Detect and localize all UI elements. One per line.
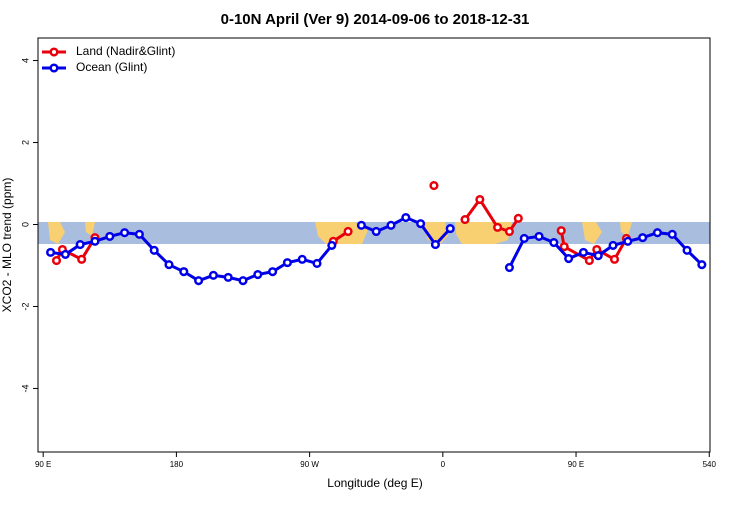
data-point bbox=[312, 258, 322, 268]
legend-marker bbox=[49, 47, 59, 57]
y-tick-label: 0 bbox=[20, 222, 30, 227]
data-point bbox=[549, 237, 559, 248]
y-tick-label: -4 bbox=[20, 384, 30, 392]
data-point bbox=[164, 260, 174, 270]
data-point bbox=[51, 256, 62, 266]
x-tick-label: 0 bbox=[441, 460, 446, 469]
data-point bbox=[504, 226, 514, 237]
data-point bbox=[608, 240, 618, 250]
data-point bbox=[578, 247, 588, 257]
data-point bbox=[652, 228, 663, 238]
data-point bbox=[623, 236, 633, 246]
data-point bbox=[609, 254, 620, 264]
data-point bbox=[105, 231, 115, 241]
data-point bbox=[460, 215, 470, 225]
data-point bbox=[445, 224, 455, 234]
series-line bbox=[55, 196, 628, 263]
x-tick-label: 90 E bbox=[35, 460, 51, 469]
data-point bbox=[638, 233, 648, 243]
data-point bbox=[697, 260, 707, 270]
data-point bbox=[559, 242, 569, 252]
data-point bbox=[282, 258, 292, 268]
legend-label: Land (Nadir&Glint) bbox=[76, 44, 175, 58]
x-tick-label: 180 bbox=[170, 460, 184, 469]
data-point bbox=[343, 226, 353, 237]
data-point bbox=[584, 256, 594, 266]
data-point bbox=[297, 254, 307, 264]
land-shape bbox=[582, 222, 632, 244]
y-tick-label: 4 bbox=[20, 58, 30, 63]
data-point bbox=[371, 226, 381, 237]
data-point bbox=[134, 229, 144, 239]
y-tick-label: 2 bbox=[20, 140, 30, 145]
land-shape bbox=[48, 222, 95, 244]
data-point bbox=[504, 262, 514, 273]
data-point bbox=[238, 276, 248, 286]
data-point bbox=[416, 219, 426, 229]
data-point bbox=[564, 253, 574, 264]
data-point bbox=[593, 251, 603, 261]
data-point bbox=[253, 269, 263, 280]
x-tick-label: 90 W bbox=[300, 460, 319, 469]
data-point bbox=[519, 233, 529, 243]
data-point bbox=[430, 240, 440, 250]
data-point bbox=[493, 222, 503, 232]
data-point bbox=[194, 276, 204, 286]
data-point bbox=[429, 181, 439, 191]
data-point bbox=[60, 249, 70, 259]
data-point bbox=[75, 240, 85, 250]
y-tick-label: -2 bbox=[20, 302, 30, 310]
land-shape bbox=[422, 222, 512, 244]
data-point bbox=[356, 220, 366, 230]
data-point bbox=[682, 245, 692, 255]
data-point bbox=[90, 236, 100, 246]
legend-marker bbox=[49, 63, 59, 73]
data-point bbox=[513, 213, 523, 223]
data-point bbox=[120, 228, 130, 238]
legend-label: Ocean (Glint) bbox=[76, 60, 147, 74]
y-axis-label: XCO2 - MLO trend (ppm) bbox=[0, 178, 14, 313]
data-point bbox=[268, 267, 278, 277]
x-axis-label: Longitude (deg E) bbox=[327, 476, 422, 490]
data-point bbox=[386, 220, 396, 230]
data-point bbox=[179, 267, 189, 277]
data-point bbox=[77, 254, 87, 264]
data-point bbox=[149, 245, 159, 255]
data-point bbox=[401, 212, 411, 223]
data-point bbox=[556, 226, 566, 236]
chart-title: 0-10N April (Ver 9) 2014-09-06 to 2018-1… bbox=[221, 11, 530, 28]
data-point bbox=[46, 247, 56, 257]
data-point bbox=[223, 272, 233, 282]
plot-frame bbox=[37, 37, 711, 453]
land-shape bbox=[315, 222, 368, 244]
data-point bbox=[208, 270, 218, 280]
data-point bbox=[667, 229, 677, 239]
data-point bbox=[475, 194, 485, 205]
x-tick-label: 90 E bbox=[568, 460, 584, 469]
data-point bbox=[534, 231, 544, 241]
x-tick-label: 540 bbox=[703, 460, 717, 469]
data-point bbox=[327, 240, 337, 250]
